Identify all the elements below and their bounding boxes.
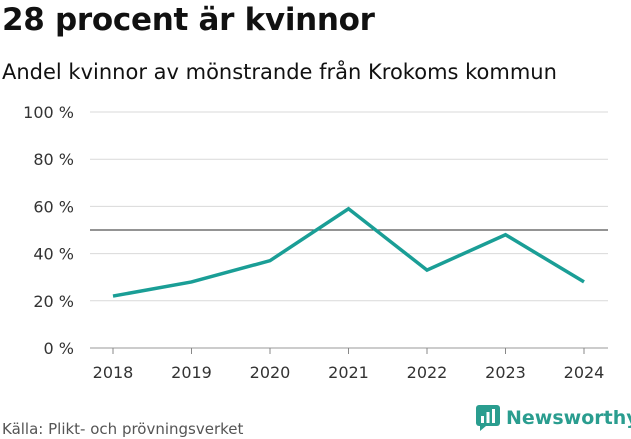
x-tick-label-2024: 2024	[564, 363, 605, 382]
y-tick-label-100: 100 %	[23, 103, 74, 122]
series-line-0	[112, 206, 585, 298]
y-tick-label-60: 60 %	[33, 197, 74, 216]
y-tick-label-40: 40 %	[33, 245, 74, 264]
x-tick-label-2023: 2023	[485, 363, 526, 382]
chart-subtitle: Andel kvinnor av mönstrande från Krokoms…	[2, 60, 557, 84]
line-chart: 0 % 20 % 40 % 60 % 80 % 100 % 2018 2019 2020 202…	[23, 103, 608, 382]
chart-title: 28 procent är kvinnor	[2, 2, 375, 38]
x-tick-label-2018: 2018	[93, 363, 134, 382]
x-tick-label-2019: 2019	[171, 363, 212, 382]
y-tick-label-0: 0 %	[44, 339, 74, 358]
newsworthy-logo: Newsworthy	[476, 405, 631, 431]
x-tick-label-2021: 2021	[328, 363, 369, 382]
y-tick-label-20: 20 %	[33, 292, 74, 311]
x-tick-label-2020: 2020	[250, 363, 291, 382]
source-note: Källa: Plikt- och prövningsverket	[2, 420, 244, 438]
x-tick-label-2022: 2022	[407, 363, 448, 382]
y-tick-label-80: 80 %	[33, 150, 74, 169]
newsworthy-logo-text: Newsworthy	[506, 407, 631, 429]
newsworthy-logo-icon	[476, 405, 500, 431]
